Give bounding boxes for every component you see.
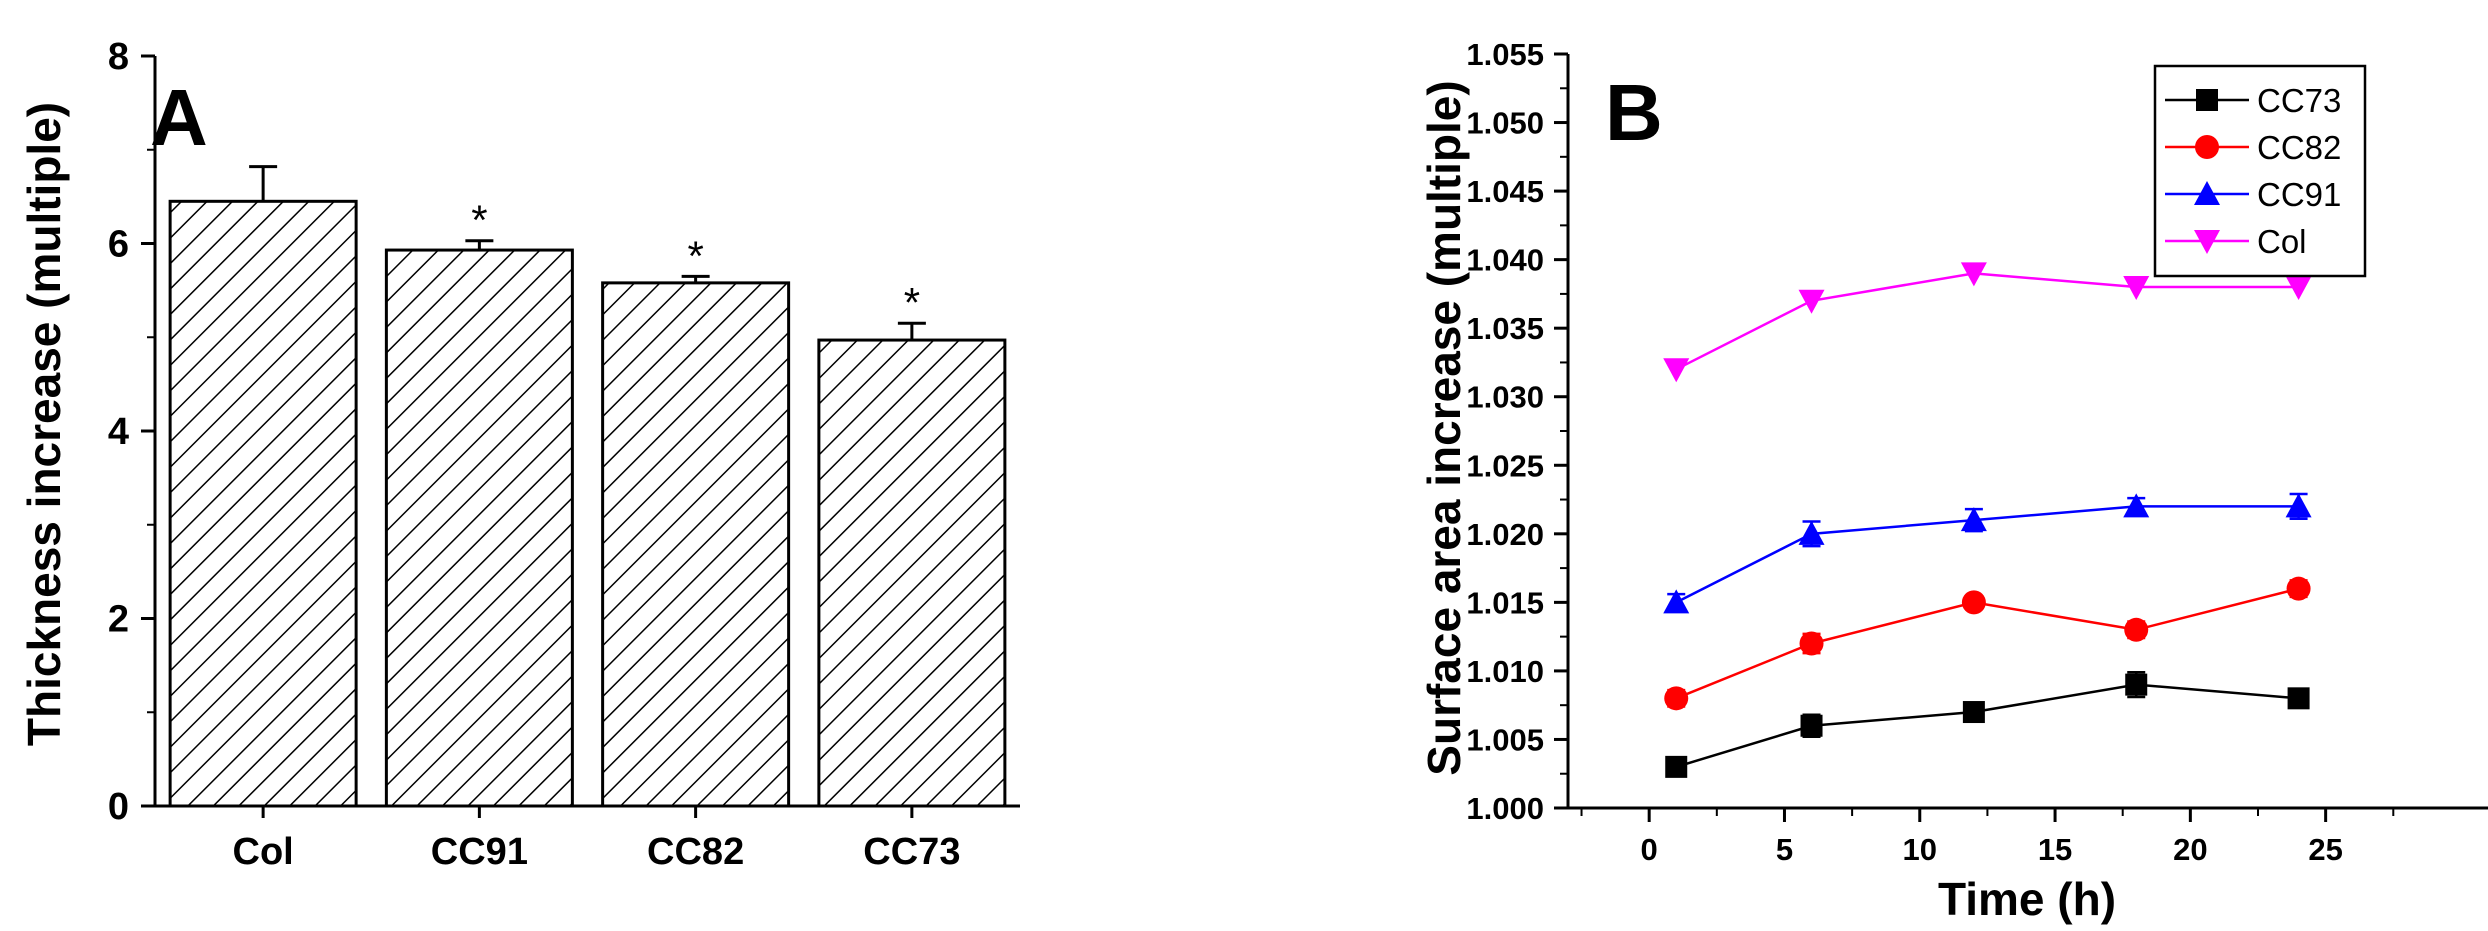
legend-marker-col — [2194, 230, 2220, 254]
legend-label-cc73: CC73 — [2257, 82, 2341, 119]
panel-a-y-axis-title: Thickness increase (multiple) — [18, 102, 70, 746]
panel-a-y-tick-label: 2 — [108, 599, 129, 641]
panel-b-y-tick-label: 1.000 — [1466, 791, 1544, 826]
legend-label-cc82: CC82 — [2257, 129, 2341, 166]
panel-a-x-tick-label: CC82 — [647, 831, 744, 873]
panel-b-y-tick-label: 1.020 — [1466, 517, 1544, 552]
panel-a-bar-chart: A Thickness increase (multiple) 0 2 4 6 8 Col… — [18, 36, 1020, 873]
panel-a-bar — [601, 281, 791, 808]
data-point-col — [1798, 289, 1825, 314]
panel-a-bar — [817, 338, 1007, 808]
data-point-cc82 — [2286, 576, 2311, 601]
data-point-cc73 — [2125, 673, 2148, 696]
legend-label-cc91: CC91 — [2257, 176, 2341, 213]
panel-b-x-tick-label: 5 — [1776, 832, 1793, 867]
data-point-cc91 — [1663, 589, 1690, 614]
panel-b-y-tick-label: 1.055 — [1466, 37, 1544, 72]
data-point-cc91 — [1798, 520, 1825, 545]
data-point-cc73 — [1800, 714, 1823, 737]
panel-b-line-chart: B Surface area increase (multiple) Time … — [1418, 37, 2488, 925]
legend-marker-cc82 — [2195, 135, 2219, 159]
panel-a-y-tick-label: 8 — [108, 36, 129, 78]
panel-b-y-tick-label: 1.045 — [1466, 174, 1544, 209]
panel-b-y-tick-label: 1.005 — [1466, 722, 1544, 757]
series-line-cc73 — [1675, 683, 2299, 769]
panel-b-y-tick-label: 1.035 — [1466, 311, 1544, 346]
data-point-col — [1663, 358, 1690, 383]
panel-a-bar — [168, 199, 358, 808]
data-point-cc73 — [2287, 687, 2310, 710]
data-point-cc91 — [2123, 493, 2150, 518]
panel-b-x-tick-label: 15 — [2038, 832, 2072, 867]
data-point-cc82 — [1664, 686, 1689, 711]
data-point-col — [1960, 262, 1987, 287]
panel-a-y-tick-label: 4 — [108, 411, 129, 453]
data-point-cc73 — [1665, 755, 1688, 778]
panel-a-significance-marker: * — [687, 232, 703, 279]
panel-b-y-tick-label: 1.015 — [1466, 585, 1544, 620]
panel-a-y-tick-label: 6 — [108, 224, 129, 266]
series-line-col — [1675, 272, 2299, 371]
panel-b-y-tick-label: 1.050 — [1466, 106, 1544, 141]
panel-b-legend: CC73 CC82 CC91 Col — [2153, 64, 2367, 278]
data-point-cc82 — [1961, 590, 1986, 615]
data-point-cc82 — [2124, 617, 2149, 642]
panel-a-significance-marker: * — [904, 279, 920, 326]
series-line-cc91 — [1675, 505, 2299, 604]
panel-b-y-tick-label: 1.010 — [1466, 654, 1544, 689]
data-point-col — [2123, 276, 2150, 301]
legend-marker-cc91 — [2194, 181, 2220, 205]
series-line-cc82 — [1675, 587, 2299, 700]
legend-marker-cc73 — [2196, 89, 2218, 111]
panel-a-x-tick-label: CC73 — [863, 831, 960, 873]
panel-b-x-tick-label: 20 — [2173, 832, 2207, 867]
panel-b-y-tick-label: 1.040 — [1466, 243, 1544, 278]
panel-a-bar — [384, 248, 574, 808]
data-point-cc73 — [1962, 701, 1985, 724]
panel-a-significance-marker: * — [471, 197, 487, 244]
panel-b-x-tick-label: 0 — [1641, 832, 1658, 867]
panel-b-x-axis-title: Time (h) — [1938, 873, 2116, 925]
panel-b-y-axis-title: Surface area increase (multiple) — [1418, 80, 1470, 775]
panel-b-x-tick-label: 25 — [2308, 832, 2342, 867]
panel-b-y-tick-label: 1.025 — [1466, 448, 1544, 483]
panel-a-x-tick-label: Col — [233, 831, 294, 873]
legend-label-col: Col — [2257, 223, 2307, 260]
panel-b-x-tick-label: 10 — [1903, 832, 1937, 867]
panel-a-axes: 0 2 4 6 8 Col CC91 CC82 CC73 — [108, 36, 1020, 873]
panel-a-bars: * * * — [168, 165, 1007, 808]
panel-b-axes: 1.000 1.005 1.010 1.015 1.020 1.025 1.030 1.035… — [1466, 37, 2488, 867]
data-point-cc91 — [2285, 493, 2312, 518]
panel-b-series — [1663, 262, 2312, 778]
panel-a-label: A — [150, 73, 208, 162]
data-point-col — [2285, 276, 2312, 301]
panel-b-label: B — [1605, 68, 1663, 157]
panel-b-y-tick-label: 1.030 — [1466, 380, 1544, 415]
panel-a-y-tick-label: 0 — [108, 786, 129, 828]
data-point-cc91 — [1960, 507, 1987, 532]
data-point-cc82 — [1799, 631, 1824, 656]
panel-a-x-tick-label: CC91 — [431, 831, 528, 873]
